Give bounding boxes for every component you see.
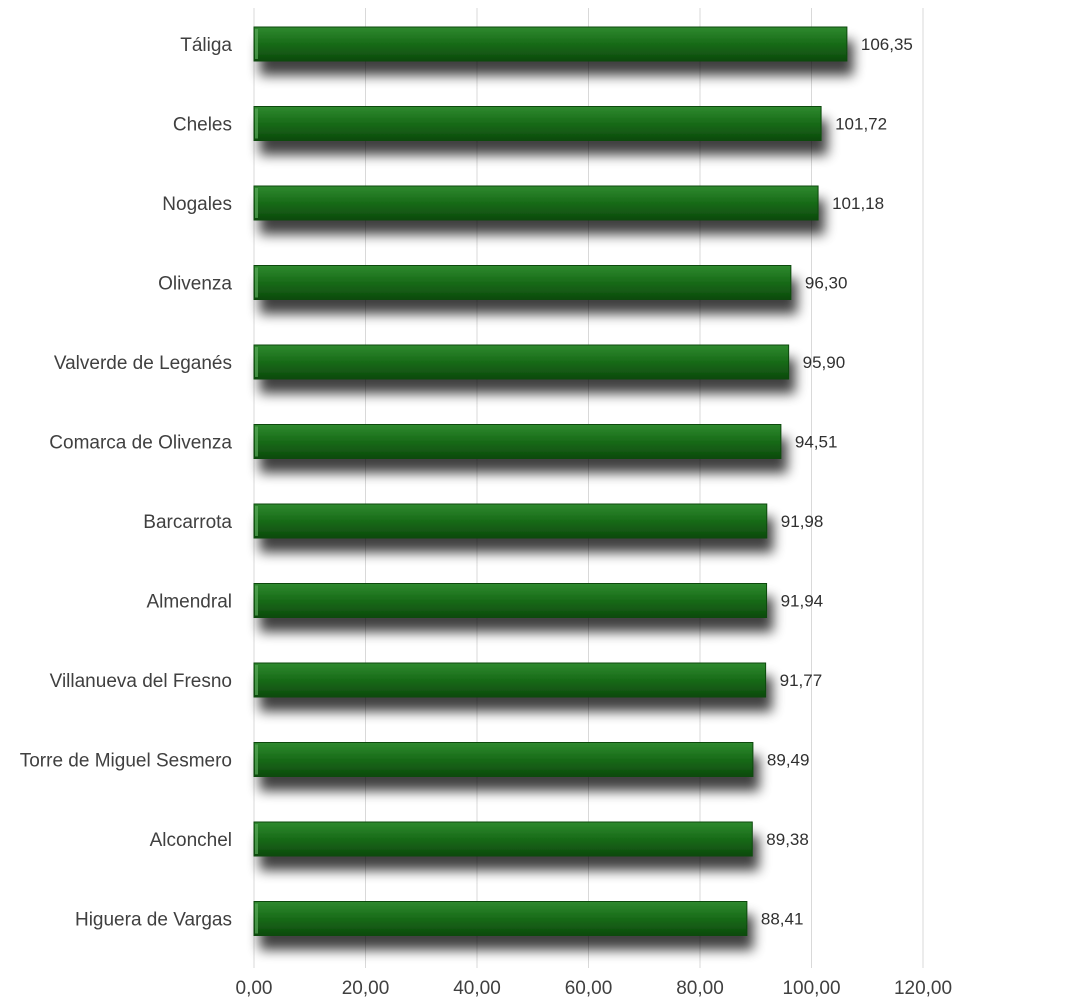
bar-edge-highlight bbox=[255, 108, 258, 139]
data-label: 89,38 bbox=[766, 830, 809, 849]
x-tick-label: 40,00 bbox=[453, 978, 501, 999]
bar bbox=[253, 185, 819, 221]
bar-edge-highlight bbox=[255, 665, 258, 695]
x-tick-label: 120,00 bbox=[894, 978, 952, 999]
category-label: Torre de Miguel Sesmero bbox=[20, 751, 232, 772]
data-label: 89,49 bbox=[767, 751, 810, 770]
bar bbox=[253, 821, 753, 857]
data-label: 91,77 bbox=[780, 671, 823, 690]
x-tick-label: 0,00 bbox=[236, 978, 273, 999]
data-label: 101,72 bbox=[835, 115, 887, 134]
data-label: 88,41 bbox=[761, 910, 804, 929]
bar-edge-highlight bbox=[255, 506, 258, 536]
bars bbox=[253, 26, 848, 936]
bar bbox=[253, 106, 822, 141]
bar bbox=[253, 742, 754, 777]
category-label: Villanueva del Fresno bbox=[50, 671, 232, 692]
category-label: Táliga bbox=[180, 35, 232, 56]
bar bbox=[253, 424, 782, 459]
category-label: Higuera de Vargas bbox=[75, 910, 232, 931]
data-label: 91,94 bbox=[781, 592, 824, 611]
data-label: 95,90 bbox=[803, 353, 846, 372]
x-axis-tick-labels: 0,00 20,00 40,00 60,00 80,00 100,00 120,00 bbox=[236, 978, 953, 999]
category-label: Nogales bbox=[162, 194, 232, 215]
bar-edge-highlight bbox=[255, 347, 258, 377]
value-labels: 106,35 101,72 101,18 96,30 95,90 94,51 91,98 91… bbox=[761, 35, 913, 929]
bar-edge-highlight bbox=[255, 903, 258, 934]
category-labels: Táliga Cheles Nogales Olivenza Valverde de L… bbox=[20, 35, 233, 931]
category-label: Olivenza bbox=[158, 274, 232, 295]
x-tick-label: 60,00 bbox=[565, 978, 613, 999]
data-label: 91,98 bbox=[781, 512, 824, 531]
bar-edge-highlight bbox=[255, 426, 258, 457]
bar bbox=[253, 26, 848, 62]
category-label: Valverde de Leganés bbox=[54, 353, 232, 374]
x-tick-label: 80,00 bbox=[676, 978, 724, 999]
data-label: 101,18 bbox=[832, 194, 884, 213]
bar bbox=[253, 662, 767, 698]
category-label: Almendral bbox=[146, 592, 232, 613]
bar-edge-highlight bbox=[255, 188, 258, 218]
data-label: 96,30 bbox=[805, 274, 848, 293]
category-label: Comarca de Olivenza bbox=[49, 433, 232, 454]
category-label: Barcarrota bbox=[143, 512, 232, 533]
bar-edge-highlight bbox=[255, 585, 258, 616]
bar bbox=[253, 265, 792, 300]
bar-edge-highlight bbox=[255, 744, 258, 775]
x-tick-label: 100,00 bbox=[782, 978, 840, 999]
category-label: Alconchel bbox=[150, 830, 232, 851]
bar-edge-highlight bbox=[255, 267, 258, 298]
category-label: Cheles bbox=[173, 115, 232, 136]
data-label: 94,51 bbox=[795, 433, 838, 452]
bar-edge-highlight bbox=[255, 29, 258, 59]
gridlines bbox=[253, 8, 924, 968]
bar bbox=[253, 583, 768, 618]
bar-edge-highlight bbox=[255, 824, 258, 854]
bar bbox=[253, 344, 790, 380]
bar bbox=[253, 901, 748, 936]
data-label: 106,35 bbox=[861, 35, 913, 54]
x-tick-label: 20,00 bbox=[342, 978, 390, 999]
bar bbox=[253, 503, 768, 539]
